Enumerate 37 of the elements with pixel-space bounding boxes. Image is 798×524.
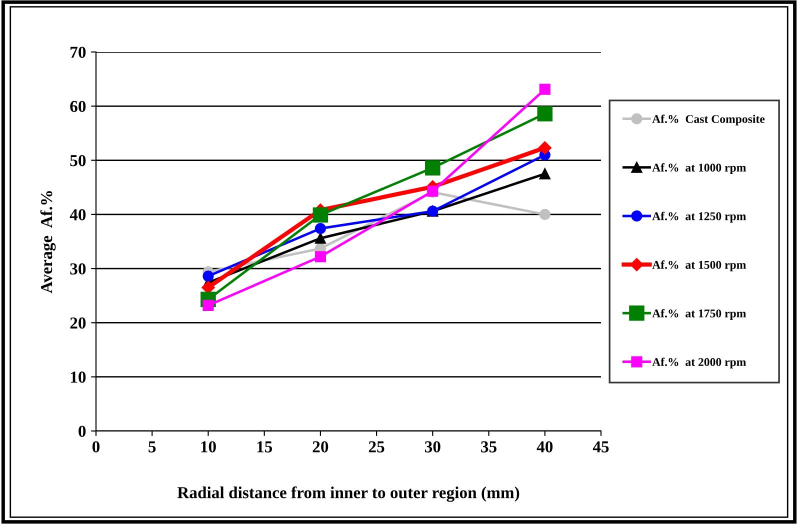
point <box>314 251 326 262</box>
x-tick-label: 35 <box>481 441 496 452</box>
legend-label: Af.% at 2000 rpm <box>652 358 746 368</box>
x-tick-label: 5 <box>148 441 156 452</box>
y-tick-label: 40 <box>70 209 86 220</box>
point <box>539 84 550 95</box>
point <box>425 160 440 176</box>
y-tick-label: 0 <box>78 426 86 437</box>
point <box>538 141 552 154</box>
point <box>202 270 214 282</box>
point <box>537 106 553 122</box>
x-tick-label: 20 <box>312 441 328 452</box>
x-tick-label: 10 <box>201 441 216 452</box>
x-tick-label: 15 <box>257 441 272 452</box>
x-tick-label: 25 <box>368 441 384 452</box>
legend-label: Af.% Cast Composite <box>652 114 765 126</box>
x-axis-title: Radial distance from inner to outer region (mm) <box>177 486 520 502</box>
legend-label: Af.% at 1500 rpm <box>652 260 746 272</box>
y-axis-title: Average Af.% <box>40 191 56 294</box>
point <box>314 232 326 244</box>
point <box>312 207 328 223</box>
x-tick-label: 40 <box>536 441 553 452</box>
point <box>539 168 550 180</box>
legend-label: Af.% at 1750 rpm <box>652 308 746 320</box>
legend-label: Af.% at 1000 rpm <box>652 163 746 174</box>
y-tick-label: 60 <box>70 100 86 112</box>
point <box>314 222 326 234</box>
y-tick-label: 10 <box>70 372 86 383</box>
y-tick-label: 70 <box>70 46 86 58</box>
x-tick-label: 45 <box>592 441 609 452</box>
x-tick-label: 0 <box>92 441 100 452</box>
x-tick-label: 30 <box>424 441 440 452</box>
y-tick-label: 20 <box>70 317 86 329</box>
y-tick-label: 50 <box>70 154 86 166</box>
point <box>539 208 550 220</box>
y-tick-label: 30 <box>70 263 86 275</box>
legend-label: Af.% at 1250 rpm <box>652 212 746 223</box>
